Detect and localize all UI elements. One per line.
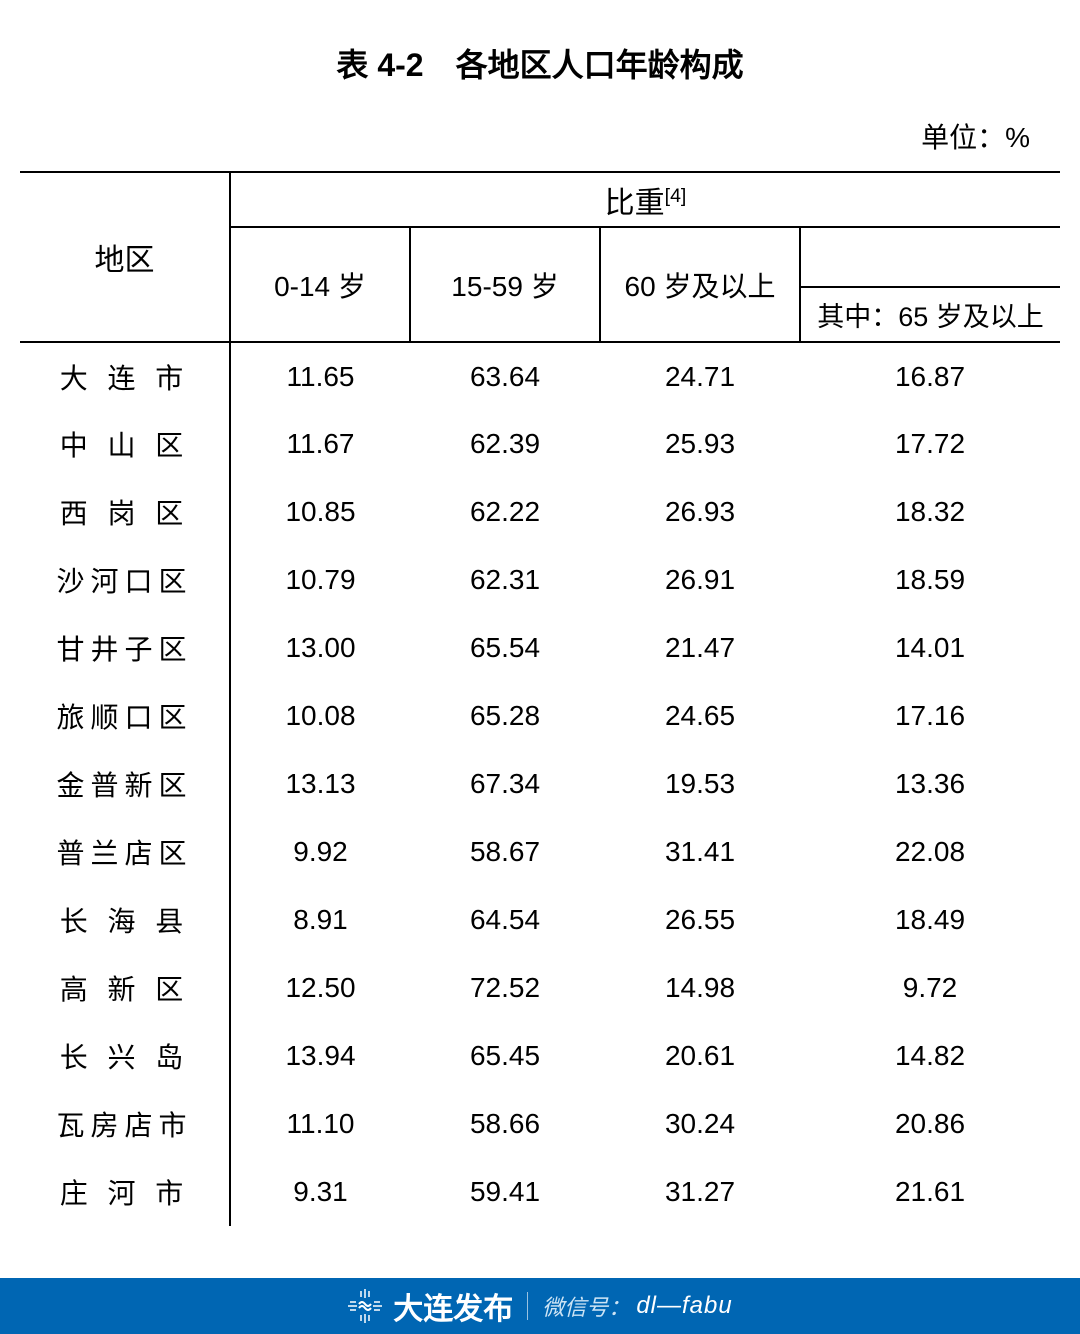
header-spacer (800, 227, 1060, 287)
value-cell: 9.92 (230, 818, 410, 886)
value-cell: 13.00 (230, 614, 410, 682)
value-cell: 62.39 (410, 410, 600, 478)
value-cell: 62.31 (410, 546, 600, 614)
header-age-65: 其中：65 岁及以上 (800, 287, 1060, 342)
value-cell: 16.87 (800, 342, 1060, 410)
value-cell: 30.24 (600, 1090, 800, 1158)
region-cell: 瓦房店市 (20, 1090, 230, 1158)
value-cell: 58.66 (410, 1090, 600, 1158)
region-cell: 大 连 市 (20, 342, 230, 410)
region-cell: 长 海 县 (20, 886, 230, 954)
wechat-label: 微信号： (542, 1290, 630, 1322)
value-cell: 19.53 (600, 750, 800, 818)
table-row: 沙河口区10.7962.3126.9118.59 (20, 546, 1060, 614)
population-table: 地区 比重[4] 0-14 岁 15-59 岁 60 岁及以上 其中：65 岁及… (20, 171, 1060, 1226)
header-age-0-14: 0-14 岁 (230, 227, 410, 342)
value-cell: 18.49 (800, 886, 1060, 954)
value-cell: 20.61 (600, 1022, 800, 1090)
value-cell: 24.65 (600, 682, 800, 750)
value-cell: 26.55 (600, 886, 800, 954)
value-cell: 26.93 (600, 478, 800, 546)
weight-label-text: 比重 (605, 187, 665, 220)
value-cell: 24.71 (600, 342, 800, 410)
table-row: 长 兴 岛13.9465.4520.6114.82 (20, 1022, 1060, 1090)
header-region: 地区 (20, 172, 230, 342)
value-cell: 11.67 (230, 410, 410, 478)
value-cell: 8.91 (230, 886, 410, 954)
table-row: 普兰店区9.9258.6731.4122.08 (20, 818, 1060, 886)
wechat-id: dl—fabu (636, 1292, 732, 1320)
region-cell: 高 新 区 (20, 954, 230, 1022)
value-cell: 14.82 (800, 1022, 1060, 1090)
value-cell: 9.72 (800, 954, 1060, 1022)
header-age-60: 60 岁及以上 (600, 227, 800, 342)
value-cell: 63.64 (410, 342, 600, 410)
table-row: 高 新 区12.5072.5214.989.72 (20, 954, 1060, 1022)
region-cell: 长 兴 岛 (20, 1022, 230, 1090)
value-cell: 17.72 (800, 410, 1060, 478)
table-row: 旅顺口区10.0865.2824.6517.16 (20, 682, 1060, 750)
value-cell: 10.08 (230, 682, 410, 750)
value-cell: 26.91 (600, 546, 800, 614)
table-row: 中 山 区11.6762.3925.9317.72 (20, 410, 1060, 478)
weight-sup: [4] (665, 185, 687, 207)
region-cell: 中 山 区 (20, 410, 230, 478)
region-cell: 甘井子区 (20, 614, 230, 682)
value-cell: 21.61 (800, 1158, 1060, 1226)
value-cell: 31.27 (600, 1158, 800, 1226)
value-cell: 10.79 (230, 546, 410, 614)
table-row: 西 岗 区10.8562.2226.9318.32 (20, 478, 1060, 546)
value-cell: 65.28 (410, 682, 600, 750)
header-weight: 比重[4] (230, 172, 1060, 227)
region-cell: 金普新区 (20, 750, 230, 818)
table-title: 表 4-2 各地区人口年龄构成 (20, 40, 1060, 86)
value-cell: 65.45 (410, 1022, 600, 1090)
value-cell: 22.08 (800, 818, 1060, 886)
region-cell: 普兰店区 (20, 818, 230, 886)
table-row: 庄 河 市9.3159.4131.2721.61 (20, 1158, 1060, 1226)
value-cell: 18.32 (800, 478, 1060, 546)
region-cell: 庄 河 市 (20, 1158, 230, 1226)
table-row: 甘井子区13.0065.5421.4714.01 (20, 614, 1060, 682)
value-cell: 13.94 (230, 1022, 410, 1090)
value-cell: 59.41 (410, 1158, 600, 1226)
value-cell: 10.85 (230, 478, 410, 546)
value-cell: 72.52 (410, 954, 600, 1022)
value-cell: 65.54 (410, 614, 600, 682)
value-cell: 31.41 (600, 818, 800, 886)
value-cell: 62.22 (410, 478, 600, 546)
value-cell: 14.98 (600, 954, 800, 1022)
value-cell: 64.54 (410, 886, 600, 954)
value-cell: 20.86 (800, 1090, 1060, 1158)
logo-icon (347, 1288, 383, 1324)
value-cell: 17.16 (800, 682, 1060, 750)
footer-divider (527, 1292, 528, 1320)
value-cell: 18.59 (800, 546, 1060, 614)
region-cell: 沙河口区 (20, 546, 230, 614)
value-cell: 11.65 (230, 342, 410, 410)
value-cell: 14.01 (800, 614, 1060, 682)
table-row: 金普新区13.1367.3419.5313.36 (20, 750, 1060, 818)
table-row: 瓦房店市11.1058.6630.2420.86 (20, 1090, 1060, 1158)
value-cell: 9.31 (230, 1158, 410, 1226)
brand-name: 大连发布 (393, 1284, 513, 1328)
footer-banner: 大连发布 微信号： dl—fabu (0, 1278, 1080, 1334)
region-cell: 西 岗 区 (20, 478, 230, 546)
value-cell: 25.93 (600, 410, 800, 478)
value-cell: 12.50 (230, 954, 410, 1022)
value-cell: 58.67 (410, 818, 600, 886)
unit-label: 单位：% (20, 116, 1060, 156)
header-age-15-59: 15-59 岁 (410, 227, 600, 342)
region-cell: 旅顺口区 (20, 682, 230, 750)
table-row: 长 海 县8.9164.5426.5518.49 (20, 886, 1060, 954)
table-row: 大 连 市11.6563.6424.7116.87 (20, 342, 1060, 410)
value-cell: 13.36 (800, 750, 1060, 818)
value-cell: 67.34 (410, 750, 600, 818)
value-cell: 21.47 (600, 614, 800, 682)
value-cell: 13.13 (230, 750, 410, 818)
table-body: 大 连 市11.6563.6424.7116.87中 山 区11.6762.39… (20, 342, 1060, 1226)
value-cell: 11.10 (230, 1090, 410, 1158)
